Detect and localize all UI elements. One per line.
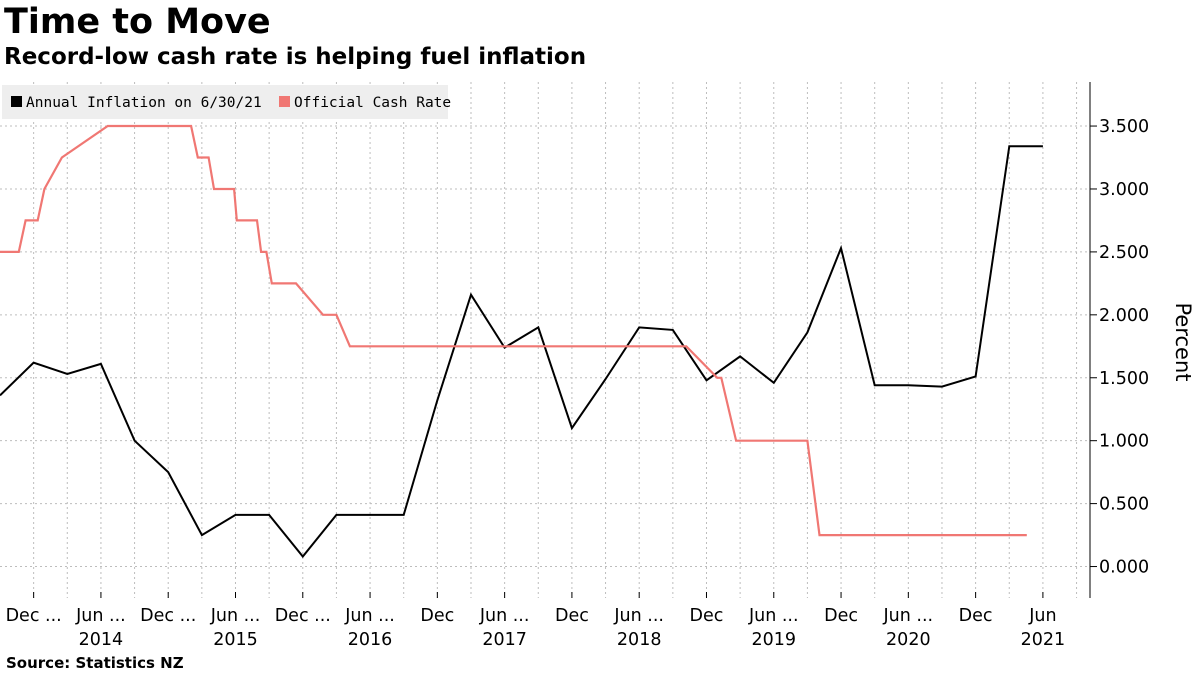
- y-tick-label: 2.000: [1099, 306, 1149, 326]
- cash-rate-series-line: [0, 124, 1027, 537]
- x-tick-label: Dec: [555, 606, 589, 626]
- x-tick-label: Jun ...: [344, 606, 395, 626]
- y-tick-label: 0.000: [1099, 558, 1149, 578]
- x-tick-label: Dec ...: [275, 606, 331, 626]
- legend: Annual Inflation on 6/30/21 Official Cas…: [2, 85, 451, 119]
- x-tick-year-label: 2021: [1021, 630, 1066, 650]
- x-tick-year-label: 2019: [751, 630, 796, 650]
- x-tick-label: Dec: [690, 606, 724, 626]
- x-tick-year-label: 2014: [79, 630, 124, 650]
- x-tick-label: Jun ...: [210, 606, 261, 626]
- x-tick-label: Jun ...: [613, 606, 664, 626]
- source-note: Source: Statistics NZ: [6, 654, 184, 672]
- grid: [0, 82, 1090, 598]
- x-tick-year-label: 2016: [348, 630, 393, 650]
- x-tick-year-label: 2017: [482, 630, 527, 650]
- x-tick-year-label: 2020: [886, 630, 931, 650]
- legend-swatch-inflation: [11, 96, 22, 107]
- inflation-series-line: [0, 145, 1043, 559]
- x-tick-year-label: 2018: [617, 630, 662, 650]
- x-tick-label: Jun ...: [883, 606, 934, 626]
- x-tick-label: Jun ...: [479, 606, 530, 626]
- y-tick-label: 1.000: [1099, 432, 1149, 452]
- x-tick-label: Jun ...: [748, 606, 799, 626]
- series: [0, 124, 1043, 559]
- x-tick-label: Dec ...: [6, 606, 62, 626]
- legend-label-inflation: Annual Inflation on 6/30/21: [26, 95, 262, 111]
- y-tick-label: 3.000: [1099, 180, 1149, 200]
- chart-title: Time to Move: [4, 2, 271, 42]
- axes: 0.000 0.500 1.000 1.500 2.000 2.500 3.000 3.500…: [6, 82, 1149, 650]
- x-tick-label: Dec: [824, 606, 858, 626]
- x-tick-label: Dec: [420, 606, 454, 626]
- x-tick-year-label: 2015: [213, 630, 258, 650]
- y-axis-label: Percent: [1171, 302, 1195, 381]
- legend-swatch-cash-rate: [279, 96, 290, 107]
- x-tick-label: Jun ...: [75, 606, 126, 626]
- x-tick-label: Dec: [959, 606, 993, 626]
- x-tick-label: Dec ...: [140, 606, 196, 626]
- y-tick-label: 3.500: [1099, 117, 1149, 137]
- y-tick-label: 2.500: [1099, 243, 1149, 263]
- y-tick-label: 1.500: [1099, 369, 1149, 389]
- legend-label-cash-rate: Official Cash Rate: [294, 95, 451, 111]
- y-tick-label: 0.500: [1099, 495, 1149, 515]
- legend-background: [2, 85, 448, 119]
- x-tick-label: Jun: [1028, 606, 1056, 626]
- chart-subtitle: Record-low cash rate is helping fuel inf…: [4, 44, 587, 70]
